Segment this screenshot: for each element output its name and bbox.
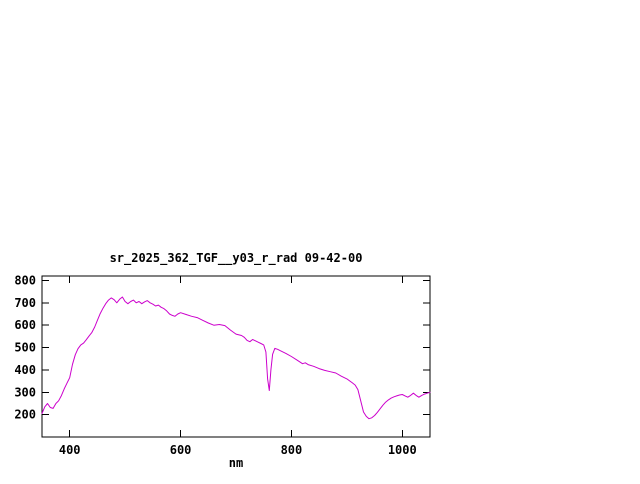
chart-title: sr_2025_362_TGF__y03_r_rad 09-42-00 (110, 251, 363, 266)
x-tick-label: 1000 (388, 443, 417, 457)
x-axis-label: nm (229, 456, 243, 470)
x-tick-label: 800 (281, 443, 303, 457)
y-tick-label: 200 (14, 408, 36, 422)
y-tick-label: 400 (14, 363, 36, 377)
y-tick-label: 500 (14, 341, 36, 355)
y-tick-label: 300 (14, 385, 36, 399)
plot-border (41, 275, 431, 438)
y-tick-label: 700 (14, 296, 36, 310)
y-tick-label: 800 (14, 273, 36, 287)
y-tick-label: 600 (14, 318, 36, 332)
data-line (41, 296, 431, 420)
x-tick-label: 600 (170, 443, 192, 457)
plot-area: 400 600 800 1000 200 300 400 500 600 700 800 (14, 273, 431, 457)
x-tick-label: 400 (59, 443, 81, 457)
